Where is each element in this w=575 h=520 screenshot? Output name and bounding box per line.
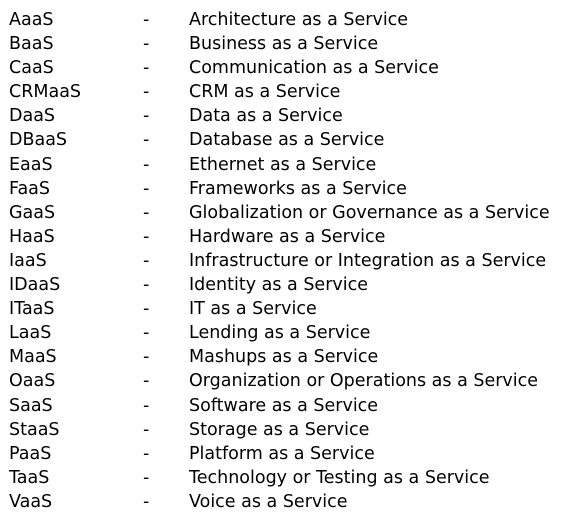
- acronym: CRMaaS: [9, 82, 82, 103]
- acronym: GaaS: [9, 202, 56, 223]
- acronym: MaaS: [9, 347, 57, 368]
- acronym-meaning: Technology or Testing as a Service: [189, 467, 490, 488]
- separator-dash: -: [143, 395, 150, 416]
- acronym-meaning: Identity as a Service: [189, 275, 368, 296]
- acronym-meaning: Frameworks as a Service: [189, 178, 407, 199]
- separator-dash: -: [143, 34, 150, 55]
- separator-dash: -: [143, 154, 150, 175]
- acronym: TaaS: [9, 467, 50, 488]
- separator-dash: -: [143, 443, 150, 464]
- acronym: IDaaS: [9, 275, 61, 296]
- separator-dash: -: [143, 130, 150, 151]
- acronym-meaning: IT as a Service: [189, 299, 317, 320]
- acronym-meaning: Globalization or Governance as a Service: [189, 202, 550, 223]
- separator-dash: -: [143, 275, 150, 296]
- separator-dash: -: [143, 226, 150, 247]
- separator-dash: -: [143, 106, 150, 127]
- acronym: OaaS: [9, 371, 56, 392]
- acronym: HaaS: [9, 226, 55, 247]
- acronym: EaaS: [9, 154, 53, 175]
- acronym-meaning: Architecture as a Service: [189, 10, 409, 30]
- separator-dash: -: [143, 467, 150, 488]
- separator-dash: -: [143, 178, 150, 199]
- separator-dash: -: [143, 250, 150, 271]
- acronym-meaning: Mashups as a Service: [189, 347, 379, 368]
- acronym: StaaS: [9, 419, 60, 440]
- acronym-meaning: Platform as a Service: [189, 443, 375, 464]
- acronym: IaaS: [9, 250, 47, 271]
- acronym: FaaS: [9, 178, 51, 199]
- acronym-meaning: Infrastructure or Integration as a Servi…: [189, 250, 547, 271]
- separator-dash: -: [143, 347, 150, 368]
- separator-dash: -: [143, 299, 150, 320]
- acronym-meaning: CRM as a Service: [189, 82, 341, 103]
- acronym: LaaS: [9, 323, 52, 344]
- acronym: SaaS: [9, 395, 53, 416]
- acronym: AaaS: [9, 10, 54, 30]
- separator-dash: -: [143, 323, 150, 344]
- acronym-meaning: Business as a Service: [189, 34, 379, 55]
- acronym: PaaS: [9, 443, 52, 464]
- acronym: ITaaS: [9, 299, 55, 320]
- acronym: BaaS: [9, 34, 54, 55]
- acronym-meaning: Ethernet as a Service: [189, 154, 377, 175]
- separator-dash: -: [143, 371, 150, 392]
- acronym-meaning: Voice as a Service: [189, 491, 348, 512]
- acronym: VaaS: [9, 491, 53, 512]
- separator-dash: -: [143, 10, 150, 30]
- acronym-meaning: Storage as a Service: [189, 419, 370, 440]
- acronym: CaaS: [9, 58, 54, 79]
- acronym-meaning: Organization or Operations as a Service: [189, 371, 539, 392]
- acronym-meaning: Data as a Service: [189, 106, 343, 127]
- acronym-meaning: Lending as a Service: [189, 323, 371, 344]
- acronym: DBaaS: [9, 130, 68, 151]
- separator-dash: -: [143, 58, 150, 79]
- separator-dash: -: [143, 491, 150, 512]
- acronym-meaning: Software as a Service: [189, 395, 379, 416]
- separator-dash: -: [143, 419, 150, 440]
- acronym-meaning: Communication as a Service: [189, 58, 439, 79]
- acronym-meaning: Hardware as a Service: [189, 226, 386, 247]
- acronym-meaning: Database as a Service: [189, 130, 385, 151]
- separator-dash: -: [143, 82, 150, 103]
- acronym: DaaS: [9, 106, 56, 127]
- separator-dash: -: [143, 202, 150, 223]
